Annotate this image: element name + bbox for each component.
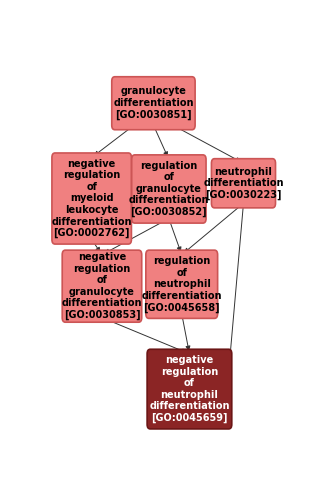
Text: negative
regulation
of
granulocyte
differentiation
[GO:0030853]: negative regulation of granulocyte diffe… <box>62 252 142 320</box>
FancyBboxPatch shape <box>147 349 232 429</box>
FancyBboxPatch shape <box>146 250 217 318</box>
FancyBboxPatch shape <box>112 77 195 130</box>
FancyBboxPatch shape <box>132 155 206 223</box>
Text: neutrophil
differentiation
[GO:0030223]: neutrophil differentiation [GO:0030223] <box>203 166 284 200</box>
Text: negative
regulation
of
myeloid
leukocyte
differentiation
[GO:0002762]: negative regulation of myeloid leukocyte… <box>51 158 132 239</box>
Text: regulation
of
granulocyte
differentiation
[GO:0030852]: regulation of granulocyte differentiatio… <box>128 161 209 217</box>
Text: negative
regulation
of
neutrophil
differentiation
[GO:0045659]: negative regulation of neutrophil differ… <box>149 355 230 423</box>
Text: granulocyte
differentiation
[GO:0030851]: granulocyte differentiation [GO:0030851] <box>113 87 194 120</box>
FancyBboxPatch shape <box>52 153 131 244</box>
FancyBboxPatch shape <box>211 159 276 208</box>
Text: regulation
of
neutrophil
differentiation
[GO:0045658]: regulation of neutrophil differentiation… <box>141 256 222 313</box>
FancyBboxPatch shape <box>62 250 142 322</box>
